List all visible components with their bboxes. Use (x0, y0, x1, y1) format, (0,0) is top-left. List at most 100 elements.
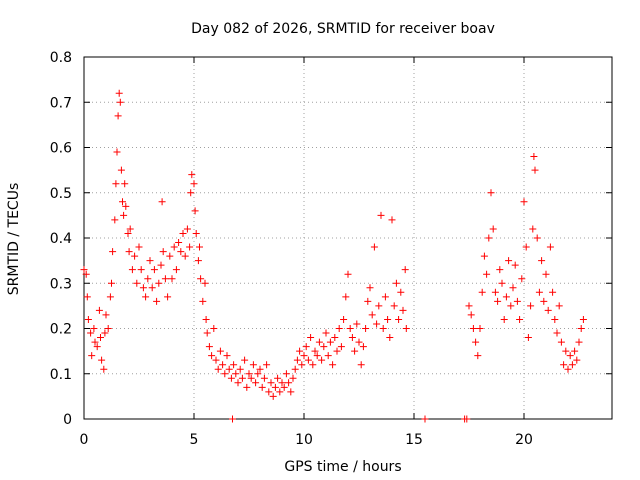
data-point (146, 257, 154, 265)
data-point (564, 365, 572, 373)
data-point (236, 365, 244, 373)
data-point (351, 347, 359, 355)
data-point (487, 189, 495, 197)
data-point (282, 370, 290, 378)
data-point (553, 329, 561, 337)
data-point (216, 347, 224, 355)
data-point (362, 325, 370, 332)
data-point (260, 374, 268, 382)
data-point (384, 315, 392, 323)
data-point (377, 211, 385, 219)
data-point (172, 266, 180, 274)
data-point (531, 166, 539, 174)
data-point (480, 252, 488, 260)
data-point (243, 383, 251, 391)
data-point (161, 275, 169, 283)
data-point (229, 415, 236, 423)
data-point (256, 365, 264, 373)
data-point (296, 347, 304, 355)
data-point (258, 383, 266, 391)
data-point (388, 216, 396, 224)
x-tick-label: 20 (515, 432, 533, 448)
data-point (254, 370, 262, 378)
data-point (335, 325, 343, 332)
data-point (100, 365, 108, 373)
data-point (155, 279, 163, 287)
x-tick-label: 10 (295, 432, 313, 448)
data-point (274, 374, 282, 382)
data-point (527, 302, 535, 310)
data-point (368, 311, 376, 319)
data-point (150, 266, 158, 274)
data-point (386, 334, 394, 342)
data-point (285, 379, 293, 387)
data-point (560, 361, 568, 369)
data-point (263, 361, 271, 369)
data-point (469, 325, 477, 332)
data-point (289, 374, 297, 382)
data-point (208, 352, 216, 360)
data-point (126, 225, 134, 233)
data-point (225, 365, 233, 373)
data-point (192, 229, 200, 237)
data-point (95, 306, 103, 314)
data-point (212, 356, 220, 364)
y-tick-label: 0.2 (50, 322, 72, 338)
data-point (117, 166, 125, 174)
data-point (191, 207, 199, 215)
data-point (202, 315, 210, 323)
data-point (179, 229, 187, 237)
data-point (397, 288, 405, 296)
data-point (159, 248, 167, 256)
data-point (520, 198, 528, 206)
data-point (223, 352, 231, 360)
data-point (348, 334, 356, 342)
data-point (478, 288, 486, 296)
data-point (359, 343, 367, 351)
data-point (249, 361, 257, 369)
data-point (219, 361, 227, 369)
data-point (181, 252, 189, 260)
data-point (170, 243, 178, 251)
data-point (513, 297, 521, 305)
data-point (315, 338, 323, 346)
data-point (203, 329, 211, 337)
data-point (326, 338, 334, 346)
data-point (331, 334, 339, 342)
data-point (128, 266, 136, 274)
data-point (238, 374, 246, 382)
data-point (168, 275, 176, 283)
data-point (307, 334, 315, 342)
data-point (194, 257, 202, 265)
data-point (524, 334, 532, 342)
data-point (463, 415, 471, 423)
data-point (114, 112, 122, 120)
data-point (102, 311, 110, 319)
data-point (304, 356, 312, 364)
data-point (538, 257, 546, 265)
data-point (97, 334, 104, 342)
data-point (280, 383, 288, 391)
data-point (93, 343, 101, 351)
data-point (144, 275, 152, 283)
data-point (375, 302, 383, 310)
data-point (337, 343, 345, 351)
data-point (196, 243, 203, 251)
data-point (390, 302, 398, 310)
data-point (98, 356, 106, 364)
data-point (122, 202, 130, 210)
data-point (101, 329, 109, 337)
data-point (555, 302, 563, 310)
data-point (287, 388, 295, 396)
data-point (474, 352, 482, 360)
data-point (579, 315, 587, 323)
data-point (121, 180, 129, 188)
data-point (175, 239, 183, 247)
y-tick-label: 0.4 (50, 231, 72, 247)
data-point (507, 302, 515, 310)
data-point (83, 293, 91, 301)
data-point (245, 370, 253, 378)
data-point (496, 266, 504, 274)
data-point (575, 338, 583, 346)
